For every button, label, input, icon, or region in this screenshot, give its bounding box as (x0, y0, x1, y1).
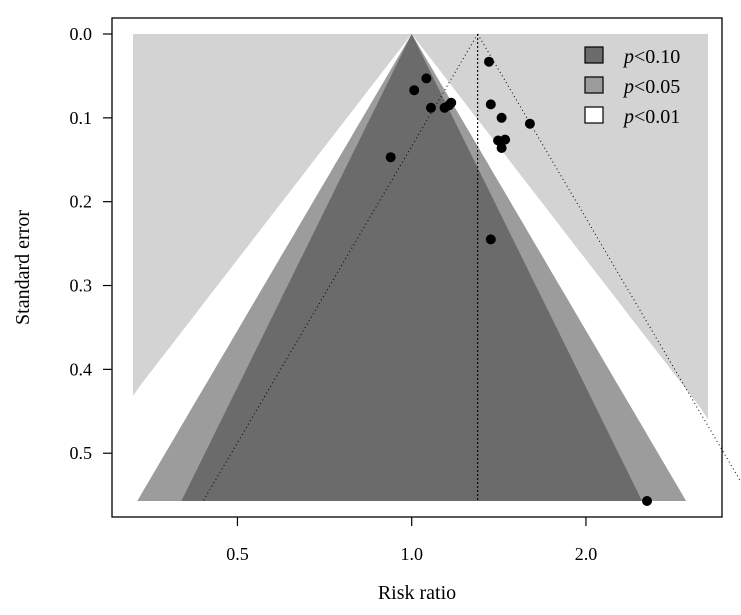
y-axis-label: Standard error (12, 210, 34, 325)
study-point (439, 102, 450, 113)
legend-swatch (584, 76, 604, 94)
study-point (409, 85, 420, 96)
x-tick-label: 0.5 (226, 544, 249, 564)
study-point (426, 102, 436, 113)
legend-label: p<0.01 (622, 106, 680, 128)
y-tick-label: 0.2 (70, 192, 93, 212)
axes: 0.0 0.1 0.2 0.3 0.4 0.5 0.5 1.0 2.0 (70, 24, 598, 564)
study-point (524, 118, 535, 129)
study-point (496, 112, 507, 123)
legend: p<0.10 p<0.05 p<0.01 (584, 46, 680, 128)
study-point (421, 73, 432, 84)
study-point (642, 496, 652, 506)
legend-swatch (584, 46, 604, 64)
contour-regions (133, 34, 708, 501)
plot-frame (111, 17, 723, 518)
study-points (385, 56, 652, 506)
y-tick-label: 0.5 (70, 443, 93, 463)
legend-label: p<0.10 (622, 46, 680, 68)
reference-lines (202, 33, 741, 502)
legend-label: p<0.05 (622, 76, 680, 98)
study-point (385, 152, 396, 163)
legend-swatch (584, 106, 604, 124)
contour-region (181, 34, 642, 501)
study-point (493, 135, 504, 146)
study-point (485, 234, 496, 245)
study-point (485, 99, 496, 110)
study-point (484, 56, 494, 67)
x-tick-label: 1.0 (400, 544, 423, 564)
x-axis-label: Risk ratio (378, 582, 456, 604)
y-tick-label: 0.1 (70, 108, 93, 128)
y-tick-label: 0.0 (70, 24, 93, 44)
study-point (496, 143, 507, 153)
x-tick-label: 2.0 (575, 544, 598, 564)
y-tick-label: 0.4 (70, 359, 93, 379)
y-tick-label: 0.3 (70, 276, 93, 296)
